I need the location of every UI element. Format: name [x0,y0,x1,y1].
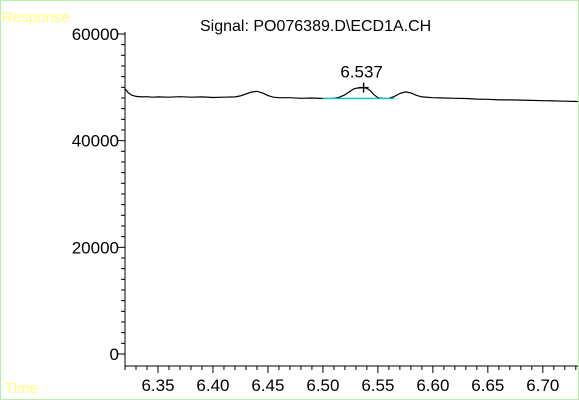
x-tick-label: 6.50 [306,376,339,395]
y-axis-label: Response [2,9,70,26]
x-tick-label: 6.65 [471,376,504,395]
x-tick-label: 6.60 [416,376,449,395]
chart-title: Signal: PO076389.D\ECD1A.CH [200,18,432,35]
x-tick-label: 6.70 [526,376,559,395]
series-layer [124,87,579,103]
x-tick-label: 6.45 [251,376,284,395]
y-tick-label: 0 [110,345,119,364]
peak-annotations: 6.537 [322,63,395,100]
y-tick-label: 60000 [72,25,119,44]
peak-retention-label: 6.537 [340,63,383,82]
x-tick-label: 6.40 [196,376,229,395]
y-tick-label: 40000 [72,132,119,151]
signal-trace [124,87,579,103]
x-tick-label: 6.55 [361,376,394,395]
x-axis-label: Time [5,380,38,397]
axes: 0 20000 40000 60000 6.35 6.40 6.45 6.50 6.55 6.60… [72,25,578,395]
y-tick-label: 20000 [72,238,119,257]
x-tick-label: 6.35 [141,376,174,395]
